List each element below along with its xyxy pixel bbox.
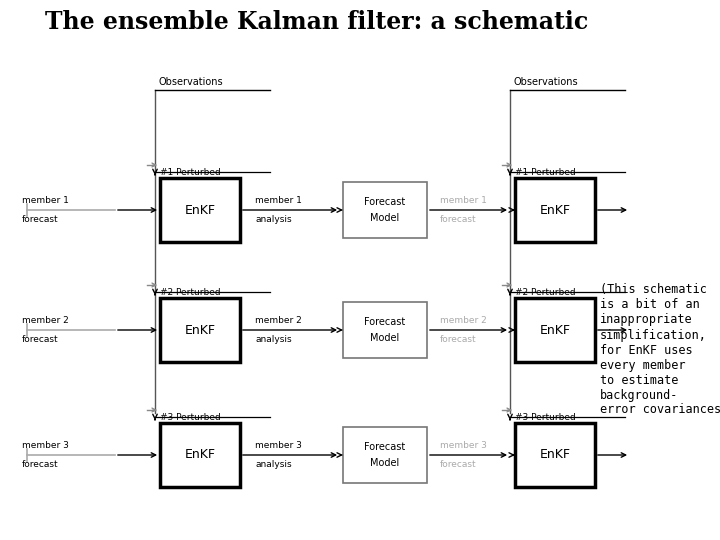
Text: forecast: forecast xyxy=(440,461,477,469)
Text: member 3: member 3 xyxy=(255,441,302,450)
Text: #1 Perturbed
Observations: #1 Perturbed Observations xyxy=(515,168,576,187)
Text: #2 Perturbed
Observations: #2 Perturbed Observations xyxy=(160,288,220,307)
Text: analysis: analysis xyxy=(255,461,292,469)
Text: member 1: member 1 xyxy=(440,195,487,205)
Text: member 2: member 2 xyxy=(22,315,68,325)
Text: #3 Perturbed
Observations: #3 Perturbed Observations xyxy=(160,413,221,432)
Text: member 2: member 2 xyxy=(255,315,302,325)
Text: Forecast: Forecast xyxy=(364,442,405,451)
Text: forecast: forecast xyxy=(440,335,477,345)
Text: EnKF: EnKF xyxy=(539,449,570,462)
Text: member 2: member 2 xyxy=(440,315,487,325)
Bar xyxy=(515,298,595,362)
Text: analysis: analysis xyxy=(255,215,292,225)
Text: member 3: member 3 xyxy=(22,441,69,450)
Text: forecast: forecast xyxy=(22,335,58,345)
Text: EnKF: EnKF xyxy=(184,204,215,217)
Text: #2 Perturbed
Observations: #2 Perturbed Observations xyxy=(515,288,576,307)
Text: EnKF: EnKF xyxy=(184,323,215,336)
Text: EnKF: EnKF xyxy=(184,449,215,462)
Text: Forecast: Forecast xyxy=(364,197,405,207)
Bar xyxy=(343,182,427,238)
Text: member 1: member 1 xyxy=(22,195,69,205)
Text: analysis: analysis xyxy=(255,335,292,345)
Text: #3 Perturbed
Observations: #3 Perturbed Observations xyxy=(515,413,576,432)
Bar xyxy=(343,302,427,358)
Bar xyxy=(515,423,595,487)
Bar xyxy=(160,178,240,242)
Text: EnKF: EnKF xyxy=(539,323,570,336)
Bar xyxy=(160,298,240,362)
Text: member 3: member 3 xyxy=(440,441,487,450)
Bar xyxy=(160,423,240,487)
Text: forecast: forecast xyxy=(440,215,477,225)
Text: Model: Model xyxy=(370,458,400,468)
Bar xyxy=(343,427,427,483)
Text: (This schematic
is a bit of an
inappropriate
simplification,
for EnKF uses
every: (This schematic is a bit of an inappropr… xyxy=(600,284,720,416)
Text: Model: Model xyxy=(370,213,400,224)
Text: Observations: Observations xyxy=(513,77,578,87)
Text: Observations: Observations xyxy=(158,77,223,87)
Text: forecast: forecast xyxy=(22,215,58,225)
Text: EnKF: EnKF xyxy=(539,204,570,217)
Text: Forecast: Forecast xyxy=(364,316,405,327)
Text: forecast: forecast xyxy=(22,461,58,469)
Text: The ensemble Kalman filter: a schematic: The ensemble Kalman filter: a schematic xyxy=(45,10,588,34)
Text: member 1: member 1 xyxy=(255,195,302,205)
Text: Model: Model xyxy=(370,333,400,343)
Text: #1 Perturbed
Observations: #1 Perturbed Observations xyxy=(160,168,221,187)
Bar xyxy=(515,178,595,242)
